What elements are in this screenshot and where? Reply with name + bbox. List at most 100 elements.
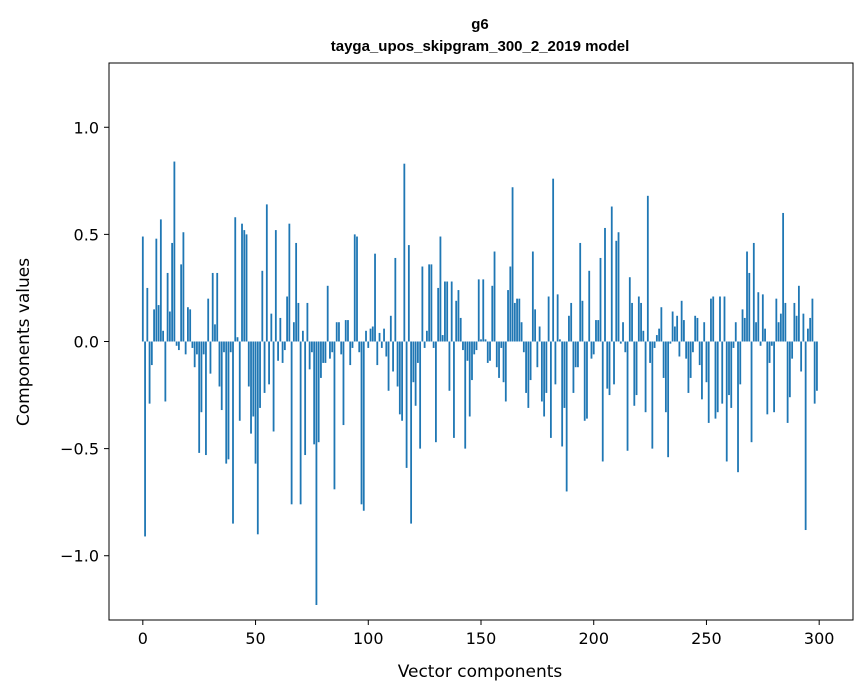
bar <box>689 341 692 378</box>
bar <box>779 313 782 342</box>
bar <box>225 341 228 464</box>
bar <box>398 341 401 415</box>
chart-subtitle: tayga_upos_skipgram_300_2_2019 model <box>331 38 630 55</box>
bar <box>150 341 153 366</box>
bar <box>306 302 309 342</box>
bar <box>651 341 654 449</box>
bar <box>786 341 789 423</box>
bar <box>234 217 237 342</box>
x-axis-ticks: 0 50 100 150 200 250 300 <box>138 620 835 648</box>
bar <box>694 315 697 342</box>
bar <box>716 341 719 413</box>
bar <box>471 341 473 381</box>
bar <box>813 341 816 404</box>
bar <box>268 341 270 385</box>
bar <box>770 341 773 346</box>
bar <box>615 240 618 342</box>
x-tick-label: 300 <box>804 629 835 648</box>
bar <box>723 296 726 342</box>
bar <box>725 341 728 462</box>
bar <box>719 296 721 342</box>
bar <box>678 341 681 357</box>
x-tick-label: 200 <box>578 629 609 648</box>
bar <box>748 272 751 342</box>
bar <box>320 341 322 378</box>
bar <box>595 320 597 342</box>
bar <box>466 341 469 361</box>
bar <box>511 187 514 342</box>
bar <box>739 341 742 385</box>
bar <box>333 341 336 490</box>
bar <box>516 298 518 342</box>
bar <box>171 242 174 342</box>
bar <box>714 341 717 419</box>
bar <box>308 341 311 370</box>
bar <box>561 341 564 447</box>
bar <box>245 234 248 342</box>
bar <box>428 264 431 342</box>
bar <box>441 335 444 342</box>
bar <box>534 309 537 342</box>
bar <box>223 341 225 353</box>
bar <box>432 341 435 348</box>
bar <box>755 322 757 342</box>
bar <box>556 294 559 342</box>
bar <box>419 341 422 449</box>
bar <box>207 298 210 342</box>
bar <box>410 341 413 524</box>
bar <box>671 311 674 342</box>
bar <box>513 302 516 342</box>
bar <box>633 341 636 406</box>
bar <box>290 341 293 505</box>
y-tick-label: −0.5 <box>60 440 99 459</box>
bar <box>358 341 361 353</box>
bar <box>407 245 410 342</box>
bar <box>804 341 807 531</box>
bar <box>180 264 183 342</box>
bar <box>218 341 221 387</box>
bar <box>759 341 762 346</box>
bar <box>214 324 216 342</box>
bar <box>540 341 543 402</box>
bar <box>559 339 561 342</box>
bar <box>311 341 313 353</box>
bar <box>710 298 712 342</box>
bar <box>642 330 645 342</box>
bar <box>721 341 724 404</box>
bar <box>243 230 246 342</box>
bar <box>205 341 207 456</box>
bar <box>468 341 471 417</box>
bar <box>757 292 760 342</box>
bar <box>256 341 259 535</box>
bar <box>646 195 649 342</box>
bar <box>200 341 203 413</box>
bar <box>173 161 176 342</box>
bar <box>439 236 442 342</box>
bar <box>229 341 232 353</box>
bar <box>353 234 356 342</box>
bar <box>491 285 494 342</box>
bar <box>299 341 302 505</box>
bar <box>761 294 764 342</box>
bar <box>367 341 370 348</box>
bar <box>340 341 343 355</box>
bar <box>238 341 241 421</box>
bar <box>385 341 388 357</box>
bar <box>728 341 730 396</box>
bar <box>378 332 381 342</box>
bar <box>444 281 446 342</box>
bar <box>601 341 604 462</box>
bar <box>707 341 710 423</box>
bar <box>527 341 530 408</box>
bar <box>157 305 160 342</box>
bar <box>676 315 679 342</box>
bar <box>220 341 223 411</box>
bar <box>475 341 478 351</box>
bar <box>667 341 670 458</box>
bar <box>597 320 600 342</box>
bar <box>421 266 424 342</box>
bar <box>583 341 586 421</box>
bar <box>705 341 708 383</box>
bar <box>270 313 273 342</box>
